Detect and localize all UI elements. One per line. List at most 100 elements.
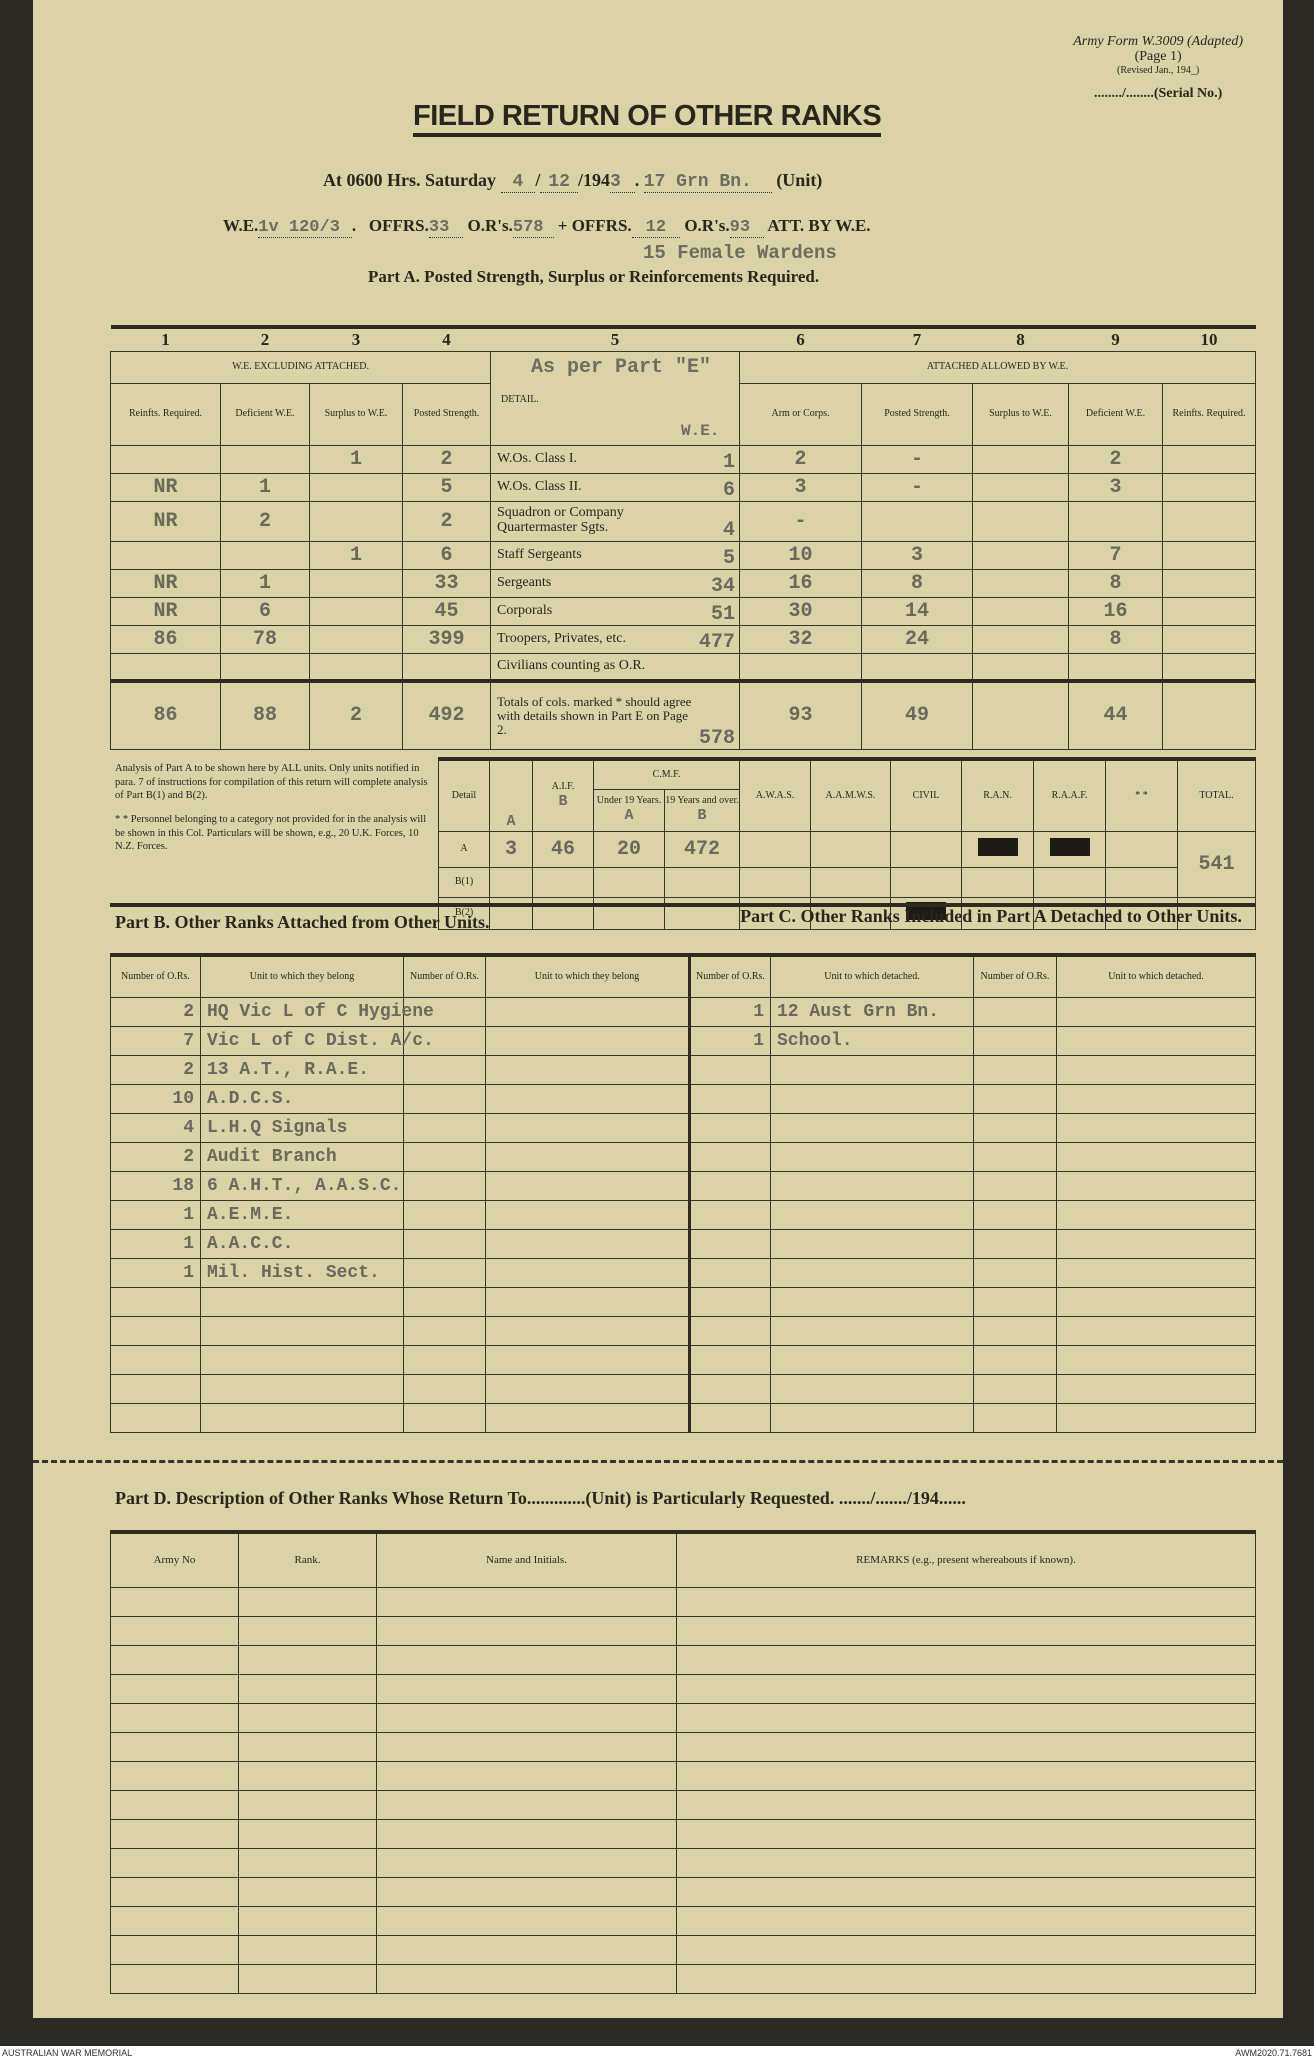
part-b-unit: A.E.M.E.	[200, 1199, 404, 1230]
part-b-number: 2	[110, 1141, 201, 1172]
part-c-number-2	[973, 1402, 1057, 1433]
part-a-row: 1 6 Staff Sergeants 5 10 3 7	[110, 540, 1256, 570]
part-d-table: Army No Rank. Name and Initials. REMARKS (e…	[110, 1530, 1256, 1994]
value-c4: 5	[402, 472, 491, 502]
typed-subhead: B	[697, 807, 707, 824]
value-c2	[220, 540, 310, 570]
part-b-unit-2	[485, 1402, 691, 1433]
value-c7	[861, 500, 973, 542]
part-b-c-row: 10 A.D.C.S.	[110, 1083, 1256, 1114]
under-19-header: Under 19 Years.	[596, 795, 662, 806]
part-d-cell	[110, 1934, 239, 1965]
part-c-number-2	[973, 1344, 1057, 1375]
value-c6: -	[739, 500, 862, 542]
cmf-over19-value: 472	[663, 830, 741, 868]
part-d-cell	[676, 1586, 1256, 1617]
part-d-cell	[376, 1934, 677, 1965]
part-b-number: 1	[110, 1199, 201, 1230]
typed-subhead: A	[624, 807, 634, 824]
part-b-number-2	[403, 1373, 486, 1404]
part-d-cell	[238, 1876, 377, 1907]
part-c-unit: School.	[770, 1025, 974, 1056]
value-c1	[110, 540, 221, 570]
part-b-c-row	[110, 1315, 1256, 1346]
analysis-detail-header: Detail	[438, 758, 490, 832]
value-c1	[110, 652, 221, 682]
detail-cell: Staff Sergeants 5	[490, 540, 740, 570]
analysis-table: Detail A A.I.F. B C.M.F. A.W.A.S. A.A.M.W…	[438, 757, 1257, 930]
part-b-title: Part B. Other Ranks Attached from Other …	[115, 912, 490, 932]
part-b-unit: L.H.Q Signals	[200, 1112, 404, 1143]
value-c6: 3	[739, 472, 862, 502]
civil-header: CIVIL	[890, 758, 963, 832]
we-value: 477	[698, 630, 735, 654]
part-d-cell	[376, 1905, 677, 1936]
part-d-cell	[676, 1615, 1256, 1646]
part-d-cell	[110, 1876, 239, 1907]
value-c4: 2	[402, 500, 491, 542]
part-c-unit-2	[1056, 1315, 1256, 1346]
analysis-row-a: A 3 46 20 472 541	[438, 830, 1257, 898]
part-c-number	[689, 1315, 771, 1346]
aif-b-value: 46	[532, 830, 594, 868]
value-c7: -	[861, 472, 973, 502]
redaction-block	[1049, 837, 1090, 856]
value-c2	[220, 652, 310, 682]
detail-cell: Civilians counting as O.R.	[490, 652, 740, 682]
part-a-row: 1 2 W.Os. Class I. 1 2-2	[110, 444, 1256, 474]
column-header: Surplus to W.E.	[309, 382, 403, 446]
column-header: Arm or Corps.	[739, 382, 862, 446]
value-c10	[1162, 568, 1256, 598]
part-d-cell	[376, 1760, 677, 1791]
part-b-unit	[200, 1373, 404, 1404]
part-d-cell	[376, 1818, 677, 1849]
part-d-row	[110, 1905, 1256, 1936]
part-b-number: 1	[110, 1228, 201, 1259]
part-c-number-2	[973, 1286, 1057, 1317]
part-a-title: Part A. Posted Strength, Surplus or Rein…	[368, 267, 820, 286]
typed-note: As per Part "E"	[531, 355, 712, 379]
total-c1: 86	[110, 680, 221, 750]
we-value: 4	[722, 518, 735, 542]
part-d-cell	[676, 1876, 1256, 1907]
part-b-unit: Mil. Hist. Sect.	[200, 1257, 404, 1288]
part-c-number-2	[973, 1373, 1057, 1404]
part-d-cell	[238, 1934, 377, 1965]
part-d-cell	[238, 1615, 377, 1646]
row-label: B(1)	[438, 866, 490, 898]
typed-subhead: B	[558, 792, 568, 810]
part-d-cell	[676, 1934, 1256, 1965]
footer: AUSTRALIAN WAR MEMORIAL AWM2020.71.7681	[0, 2046, 1314, 2061]
analysis-row-b1: B(1)	[438, 866, 1256, 898]
part-a-row: NR 1 33 Sergeants 34 16 8 8	[110, 568, 1256, 598]
part-b-number-2	[403, 1170, 486, 1201]
part-b-c-row	[110, 1402, 1256, 1433]
part-b-unit-2	[485, 1112, 691, 1143]
part-b-number-2	[403, 1402, 486, 1433]
part-b-unit	[200, 1402, 404, 1433]
totals-row: 86 88 2 492 Totals of cols. marked * should …	[110, 680, 1256, 750]
part-d-cell	[376, 1876, 677, 1907]
value-c4	[402, 652, 491, 682]
page-title: FIELD RETURN OF OTHER RANKS	[413, 100, 882, 137]
part-b-c-row	[110, 1286, 1256, 1317]
detail-label: Sergeants	[497, 574, 552, 590]
part-b-number	[110, 1286, 201, 1317]
part-b-unit-2	[485, 1170, 691, 1201]
redaction-block	[977, 837, 1018, 856]
part-b-unit-header-2: Unit to which they belong	[485, 954, 691, 998]
detail-cell: Sergeants 34	[490, 568, 740, 598]
part-d-cell	[238, 1847, 377, 1878]
part-c-unit	[770, 1286, 974, 1317]
part-c-unit	[770, 1141, 974, 1172]
part-b-unit-2	[485, 1025, 691, 1056]
part-c-unit	[770, 1228, 974, 1259]
value-c6: 10	[739, 540, 862, 570]
column-number: 6	[739, 326, 862, 352]
value-c3	[309, 472, 403, 502]
part-c-number	[689, 1344, 771, 1375]
part-d-cell	[676, 1818, 1256, 1849]
part-c-unit-2	[1056, 1373, 1256, 1404]
part-d-header: Army No	[110, 1531, 239, 1588]
part-c-number-2	[973, 1025, 1057, 1056]
